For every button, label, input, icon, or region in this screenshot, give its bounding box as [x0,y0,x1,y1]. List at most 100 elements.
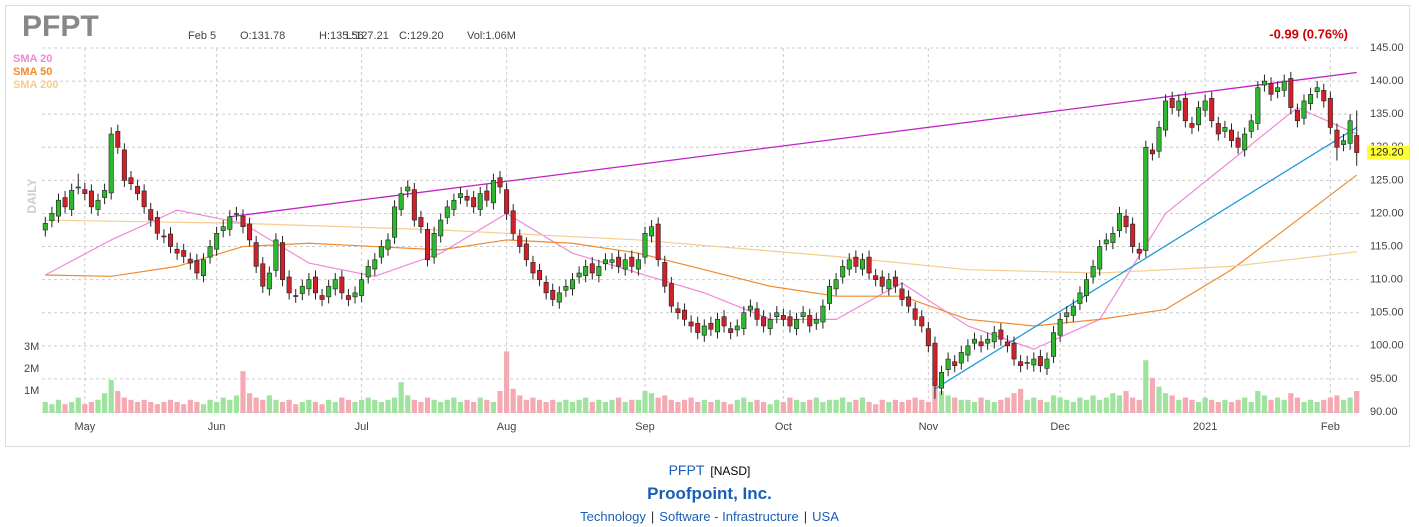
candle-body [451,199,457,210]
volume-bar [207,399,213,413]
volume-bar [398,382,404,413]
volume-bar [424,397,431,413]
volume-bar [971,402,978,413]
sector-link[interactable]: Technology [580,509,646,524]
volume-bar [471,402,477,413]
volume-bar [734,399,740,413]
volume-bar [181,404,187,413]
candle-body [1222,127,1228,132]
ticker-link[interactable]: PFPT [668,462,705,478]
candle-body [537,270,543,280]
volume-bar [807,399,813,413]
volume-bar [958,399,964,413]
volume-bar [359,399,365,413]
candle-body [1143,146,1149,251]
candle-body [774,312,780,317]
volume-bar [161,402,167,413]
volume-bar [767,404,773,413]
volume-bar [484,399,490,413]
low: L:127.21 [346,30,389,42]
candle-body [971,338,977,344]
volume-bar [1083,399,1090,413]
candle-body [906,296,912,307]
candle-body [62,197,68,208]
high: H:135.56 [319,30,364,42]
volume-bar [1077,397,1083,413]
candle-body [879,276,885,287]
candle-body [1327,97,1333,128]
candle-body [998,329,1004,340]
candle-body [405,186,411,192]
candle-body [497,177,503,188]
volume-bar [780,402,786,413]
candle-body [1103,239,1109,245]
volume-bar [194,402,200,413]
candle-body [682,309,688,320]
candle-body [1077,292,1083,304]
volume-bar [945,395,951,413]
candle-body [701,325,707,336]
volume-tick-label: 2M [24,363,39,375]
volume-bar [681,399,688,413]
volume-bar [1321,399,1327,413]
volume-bar [1097,399,1103,413]
volume-bar [754,399,760,413]
volume-bar [1004,397,1011,413]
candle-body [464,195,470,201]
chart: PFPT Feb 5 O:131.78 H:135.56 L:127.21 Vo… [5,5,1410,447]
volume-bar [260,399,266,413]
candle-body [919,316,925,327]
volume-bar [1255,391,1261,413]
candle-body [1202,100,1208,111]
candle-body [121,149,127,181]
candle-body [411,189,417,221]
x-tick-label: Oct [775,421,792,433]
volume-bar [497,391,503,413]
volume-bar [95,399,101,413]
candle-body [1024,362,1030,364]
country-link[interactable]: USA [812,509,839,524]
candle-body [912,308,918,320]
volume-tick-label: 3M [24,341,39,353]
candle-body [1084,279,1090,296]
y-tick-label: 105.00 [1370,307,1404,319]
volume-bar [1314,402,1320,413]
candle-body [128,177,134,184]
volume-bar [569,402,576,413]
candle-body [978,341,984,347]
candle-body [174,248,180,254]
volume-bar [227,399,233,413]
volume-bar [952,397,958,413]
volume-bar [1248,402,1254,413]
industry-link[interactable]: Software - Infrastructure [659,509,799,524]
candle-body [438,219,444,237]
candle-body [207,246,213,258]
volume-bar [741,397,747,413]
volume-bar [385,399,391,413]
candle-body [273,239,279,271]
candle-body [939,371,945,389]
candle-body [266,272,272,290]
candle-body [827,285,833,304]
candle-body [517,235,523,247]
x-tick-label: Feb [1321,421,1340,433]
volume-bar [846,402,852,413]
volume-bar [233,395,240,413]
volume-bar [306,399,312,413]
volume-bar [668,399,674,413]
candle-body [247,223,253,241]
candle-body [398,193,404,210]
candle-body [339,276,345,294]
volume-bar [1018,388,1024,413]
candle-body [1149,149,1155,155]
candle-body [1321,90,1327,102]
volume-tick-label: 1M [24,385,39,397]
separator: | [650,509,655,524]
candle-body [260,263,266,287]
volume-bar [899,402,905,413]
exchange: [NASD] [710,464,751,478]
candle-body [1018,361,1024,366]
volume-bar [75,397,81,413]
candle-body [1136,248,1142,254]
